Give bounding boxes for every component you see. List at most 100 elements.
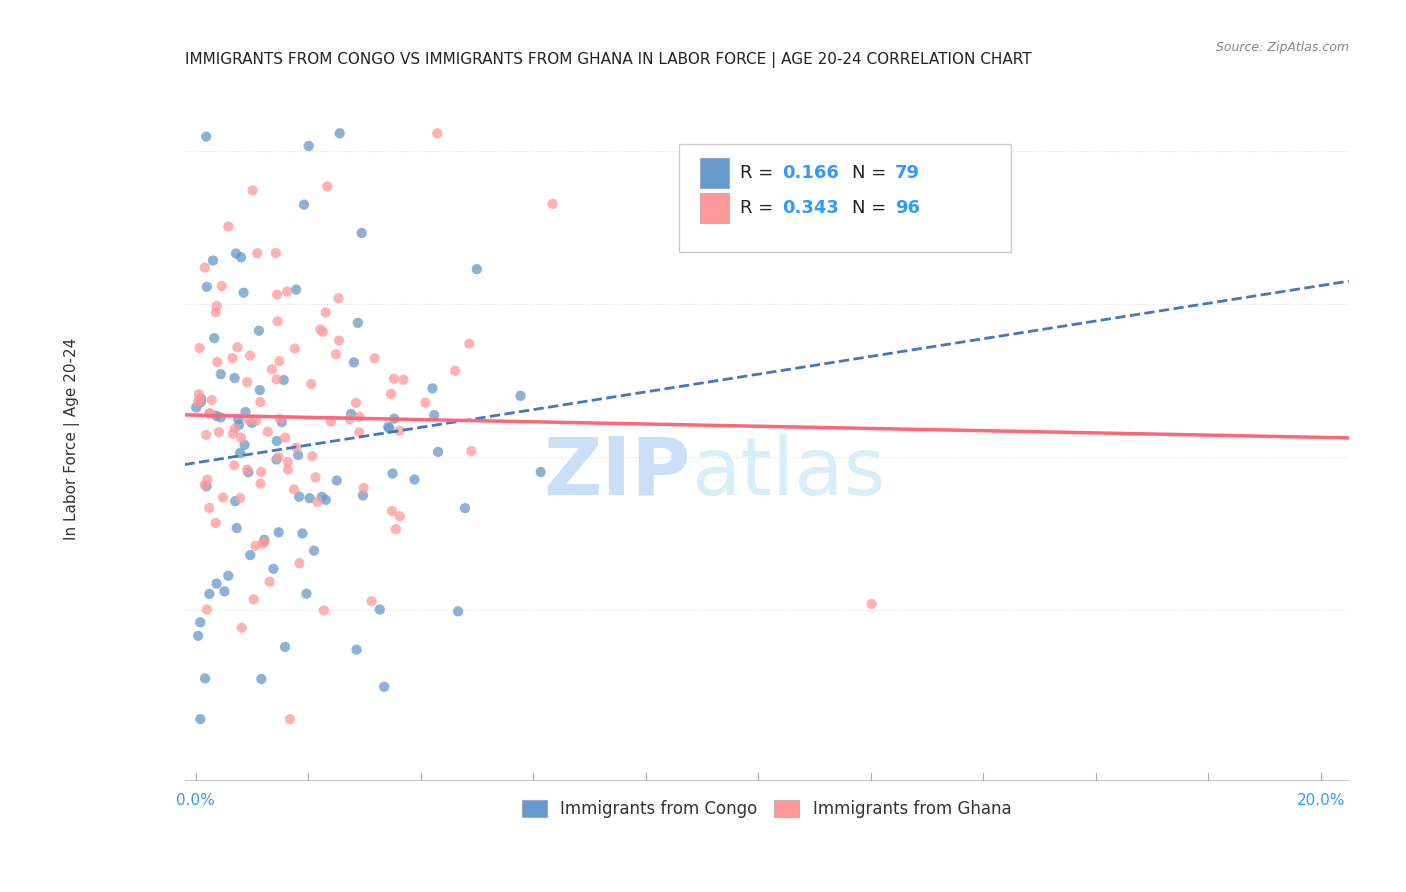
Point [509, 389, 531, 403]
Point [229, 491, 252, 505]
Point [195, 279, 218, 293]
Point [195, 602, 218, 616]
Point [202, 253, 225, 268]
Point [377, 419, 399, 434]
Point [447, 604, 470, 618]
Point [284, 342, 307, 356]
Point [212, 491, 235, 505]
Point [269, 354, 291, 368]
Text: IMMIGRANTS FROM CONGO VS IMMIGRANTS FROM GHANA IN LABOR FORCE | AGE 20-24 CORREL: IMMIGRANTS FROM CONGO VS IMMIGRANTS FROM… [184, 53, 1031, 68]
Point [224, 371, 246, 385]
Point [194, 477, 217, 491]
Point [238, 413, 260, 427]
Legend: Immigrants from Congo, Immigrants from Ghana: Immigrants from Congo, Immigrants from G… [516, 793, 1018, 824]
Point [236, 375, 259, 389]
Point [224, 494, 246, 508]
Point [250, 465, 273, 479]
Point [246, 246, 269, 260]
Point [229, 431, 252, 445]
Point [228, 418, 250, 433]
Point [274, 640, 297, 654]
Point [328, 291, 350, 305]
Point [382, 371, 405, 385]
Point [264, 246, 287, 260]
Point [195, 479, 218, 493]
Point [221, 351, 243, 365]
Text: 79: 79 [894, 164, 920, 182]
Point [311, 490, 333, 504]
Point [253, 533, 276, 547]
Text: R =: R = [740, 164, 779, 182]
Text: atlas: atlas [690, 434, 886, 511]
Point [267, 525, 290, 540]
Point [346, 642, 368, 657]
Point [190, 712, 212, 726]
Point [458, 336, 481, 351]
Point [315, 492, 337, 507]
Point [198, 406, 221, 420]
Point [256, 425, 278, 439]
Point [252, 536, 274, 550]
Point [239, 349, 262, 363]
Point [291, 526, 314, 541]
Point [195, 473, 218, 487]
Point [368, 602, 391, 616]
Point [277, 455, 299, 469]
Point [242, 592, 264, 607]
Point [454, 501, 477, 516]
Point [530, 465, 553, 479]
Point [249, 476, 271, 491]
Text: Source: ZipAtlas.com: Source: ZipAtlas.com [1216, 41, 1348, 54]
Point [224, 458, 246, 473]
Point [273, 373, 295, 387]
Point [343, 355, 366, 369]
Point [277, 462, 299, 476]
Point [229, 250, 252, 264]
Point [262, 562, 284, 576]
Point [249, 383, 271, 397]
Point [211, 279, 233, 293]
Point [228, 412, 250, 426]
Point [207, 355, 229, 369]
Point [385, 522, 408, 536]
Point [328, 334, 350, 348]
Point [231, 621, 253, 635]
Point [460, 444, 482, 458]
Point [319, 415, 342, 429]
Point [240, 416, 263, 430]
Text: N =: N = [852, 164, 891, 182]
Point [679, 223, 702, 237]
Point [205, 299, 228, 313]
Point [325, 347, 347, 361]
Point [326, 474, 349, 488]
Point [266, 287, 288, 301]
Point [287, 448, 309, 462]
Point [388, 424, 411, 438]
Text: In Labor Force | Age 20-24: In Labor Force | Age 20-24 [65, 338, 80, 541]
Text: 0.166: 0.166 [782, 164, 839, 182]
Bar [700, 159, 730, 188]
Point [205, 409, 228, 423]
Point [247, 324, 270, 338]
Point [266, 452, 288, 467]
Point [224, 421, 246, 435]
Point [267, 450, 290, 464]
Point [352, 488, 374, 502]
Text: 20.0%: 20.0% [1296, 793, 1346, 808]
Point [350, 226, 373, 240]
Point [225, 246, 247, 260]
Point [302, 543, 325, 558]
Point [202, 331, 225, 345]
Point [427, 445, 450, 459]
Point [208, 425, 231, 439]
Point [298, 139, 321, 153]
Point [292, 197, 315, 211]
Point [278, 712, 301, 726]
Point [541, 197, 564, 211]
Point [353, 481, 375, 495]
Point [253, 535, 276, 549]
Text: R =: R = [740, 199, 779, 217]
Point [194, 260, 217, 275]
Point [205, 576, 228, 591]
Text: ZIP: ZIP [544, 434, 690, 511]
